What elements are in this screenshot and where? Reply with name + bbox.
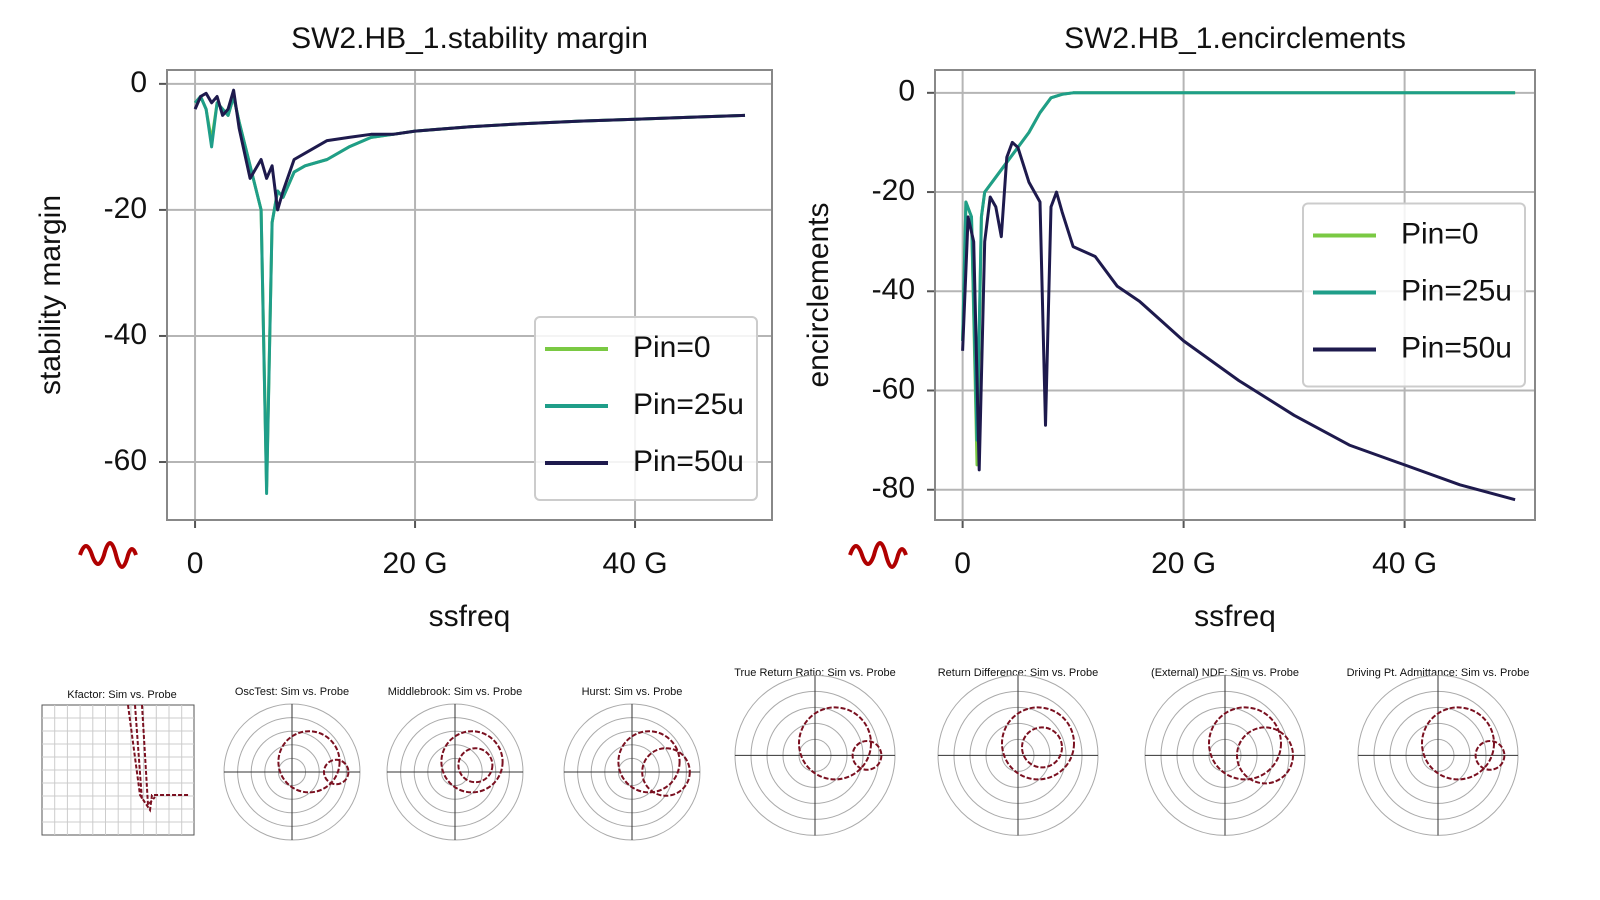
thumb-curve (617, 730, 681, 794)
x-tick-label: 20 G (1151, 547, 1216, 580)
thumb-curve (851, 740, 883, 771)
thumb-curve (440, 730, 504, 794)
x-tick-label: 40 G (603, 547, 668, 580)
x-tick-label: 40 G (1372, 547, 1437, 580)
thumb-curve (1421, 706, 1495, 781)
thumbnail-title: (External) NDF: Sim vs. Probe (1151, 667, 1299, 679)
thumb-curve (1236, 726, 1294, 785)
legend-box (534, 316, 758, 501)
thumbnail: Return Difference: Sim vs. Probe (937, 667, 1099, 836)
thumbnail: Middlebrook: Sim vs. Probe (386, 686, 524, 841)
thumbnail: Kfactor: Sim vs. Probe (41, 689, 195, 836)
legend-label: Pin=0 (1401, 217, 1479, 250)
thumbnail-title: True Return Ratio: Sim vs. Probe (734, 667, 896, 679)
y-tick-label: -20 (872, 174, 915, 207)
thumbnail-title: OscTest: Sim vs. Probe (235, 686, 349, 698)
thumb-curve (641, 747, 691, 797)
y-tick-label: -60 (872, 372, 915, 405)
thumbnail-title: Driving Pt. Admittance: Sim vs. Probe (1347, 667, 1530, 679)
y-tick-label: -40 (872, 273, 915, 306)
y-tick-label: 0 (130, 66, 147, 99)
thumbnail-title: Return Difference: Sim vs. Probe (938, 667, 1099, 679)
thumb-curve (798, 706, 872, 781)
legend-box (1302, 202, 1526, 388)
thumbnail: (External) NDF: Sim vs. Probe (1144, 667, 1306, 836)
y-tick-label: 0 (898, 75, 915, 108)
thumb-curve (1208, 706, 1282, 781)
legend-label: Pin=25u (1401, 274, 1512, 307)
legend-label: Pin=0 (633, 331, 711, 364)
series-line (193, 88, 746, 212)
x-tick-label: 0 (954, 547, 971, 580)
thumb-curve (1001, 706, 1075, 781)
y-tick-label: -60 (104, 444, 147, 477)
legend-label: Pin=50u (1401, 331, 1512, 364)
legend: Pin=0 Pin=25u Pin=50u (1302, 202, 1526, 388)
thumb-curve (127, 704, 190, 813)
thumb-curve (1021, 726, 1063, 769)
thumb-curve (277, 730, 341, 794)
x-axis-label: ssfreq (429, 600, 511, 633)
y-tick-label: -40 (104, 318, 147, 351)
x-tick-label: 20 G (383, 547, 448, 580)
y-axis-label: stability margin (34, 195, 67, 395)
thumbnail-title: Hurst: Sim vs. Probe (582, 686, 683, 698)
x-tick-label: 0 (187, 547, 204, 580)
legend-label: Pin=25u (633, 388, 744, 421)
chart-title: SW2.HB_1.encirclements (1064, 22, 1406, 55)
thumbnail-title: Kfactor: Sim vs. Probe (67, 689, 176, 701)
thumbnail-strip: Kfactor: Sim vs. Probe OscTest: Sim vs. P… (41, 667, 1530, 841)
thumbnail-title: Middlebrook: Sim vs. Probe (388, 686, 523, 698)
thumbnail: Driving Pt. Admittance: Sim vs. Probe (1347, 667, 1530, 836)
thumb-curve (322, 758, 350, 786)
plot-frame (166, 69, 773, 521)
y-tick-label: -80 (872, 472, 915, 505)
thumb-curve (457, 747, 494, 784)
thumbnail: Hurst: Sim vs. Probe (563, 686, 701, 841)
legend-label: Pin=50u (633, 445, 744, 478)
y-tick-label: -20 (104, 192, 147, 225)
wave-icon (78, 541, 908, 569)
thumbnail: OscTest: Sim vs. Probe (223, 686, 361, 841)
series-line (961, 91, 1516, 442)
plot-frame (934, 69, 1536, 521)
chart-title: SW2.HB_1.stability margin (291, 22, 648, 55)
legend: Pin=0 Pin=25u Pin=50u (534, 316, 758, 501)
thumb-curve (1474, 740, 1506, 771)
x-axis-label: ssfreq (1194, 600, 1276, 633)
thumbnail: True Return Ratio: Sim vs. Probe (734, 667, 896, 836)
series-line (961, 140, 1516, 502)
y-axis-label: encirclements (802, 202, 835, 387)
